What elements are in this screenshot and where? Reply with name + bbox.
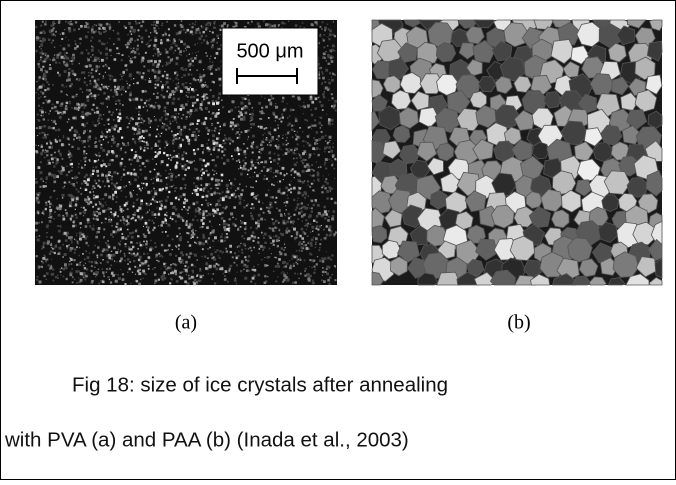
grain	[383, 76, 400, 93]
panel-label: (b)	[507, 312, 530, 334]
figure: 500 μm (a) (b) Fig 18: size of ice cryst…	[0, 0, 676, 480]
scale-bar-label: 500 μm	[236, 40, 303, 62]
grain	[602, 195, 619, 212]
grains	[372, 20, 662, 285]
caption-line: with PVA (a) and PAA (b) (Inada et al., …	[4, 428, 409, 451]
page: 500 μm (a) (b) Fig 18: size of ice cryst…	[0, 0, 676, 480]
grain	[533, 142, 550, 159]
grain	[526, 192, 542, 209]
grain	[552, 210, 570, 228]
panel-label: (a)	[175, 312, 197, 334]
grain	[437, 143, 454, 160]
caption-line: Fig 18: size of ice crystals after annea…	[72, 373, 448, 396]
